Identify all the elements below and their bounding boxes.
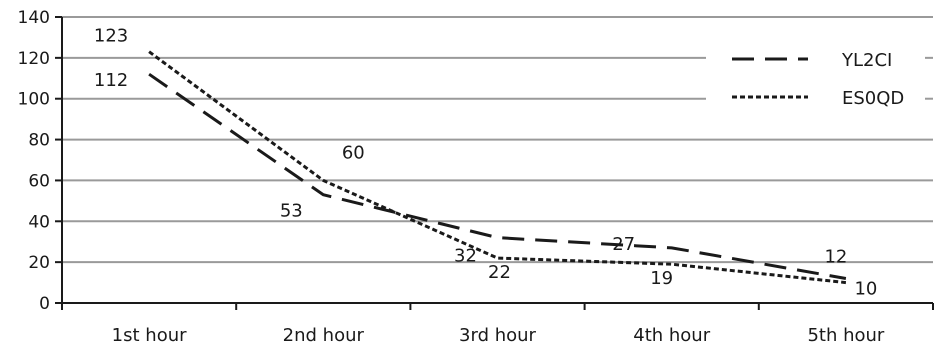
y-axis: 0 20 40 60 80 100 120 140 xyxy=(18,8,63,314)
data-label-es0qd-4: 19 xyxy=(650,268,673,289)
y-tick-label-120: 120 xyxy=(18,49,50,69)
legend-label-yl2ci: YL2CI xyxy=(841,50,892,71)
x-tick-label-4: 4th hour xyxy=(633,325,710,346)
y-tick-label-0: 0 xyxy=(39,294,50,314)
y-tick-label-40: 40 xyxy=(28,212,50,232)
data-label-es0qd-1: 123 xyxy=(94,26,128,47)
legend: YL2CI ES0QD xyxy=(732,50,904,109)
x-tick-label-2: 2nd hour xyxy=(283,325,365,346)
series-es0qd-line xyxy=(148,50,847,285)
y-tick-label-140: 140 xyxy=(18,8,50,28)
x-tick-label-1: 1st hour xyxy=(112,325,187,346)
data-label-es0qd-5: 10 xyxy=(854,279,877,300)
data-labels: 112 53 32 27 12 123 60 22 19 10 xyxy=(94,26,877,300)
data-label-yl2ci-4: 27 xyxy=(612,234,635,255)
data-label-yl2ci-5: 12 xyxy=(824,246,847,267)
y-tick-label-80: 80 xyxy=(28,131,50,151)
data-label-yl2ci-3: 32 xyxy=(454,246,477,267)
data-label-yl2ci-2: 53 xyxy=(280,201,303,222)
y-tick-label-100: 100 xyxy=(18,90,50,110)
x-axis: 1st hour 2nd hour 3rd hour 4th hour 5th hour xyxy=(61,302,934,346)
series-lines xyxy=(148,50,847,285)
legend-label-es0qd: ES0QD xyxy=(842,88,904,109)
x-tick-label-5: 5th hour xyxy=(807,325,884,346)
series-yl2ci-line xyxy=(148,72,847,280)
data-label-yl2ci-1: 112 xyxy=(94,70,128,91)
data-label-es0qd-3: 22 xyxy=(488,262,511,283)
y-tick-label-20: 20 xyxy=(28,253,50,273)
data-label-es0qd-2: 60 xyxy=(342,142,365,163)
x-tick-label-3: 3rd hour xyxy=(459,325,537,346)
gridlines xyxy=(62,16,933,264)
y-tick-label-60: 60 xyxy=(28,171,50,191)
